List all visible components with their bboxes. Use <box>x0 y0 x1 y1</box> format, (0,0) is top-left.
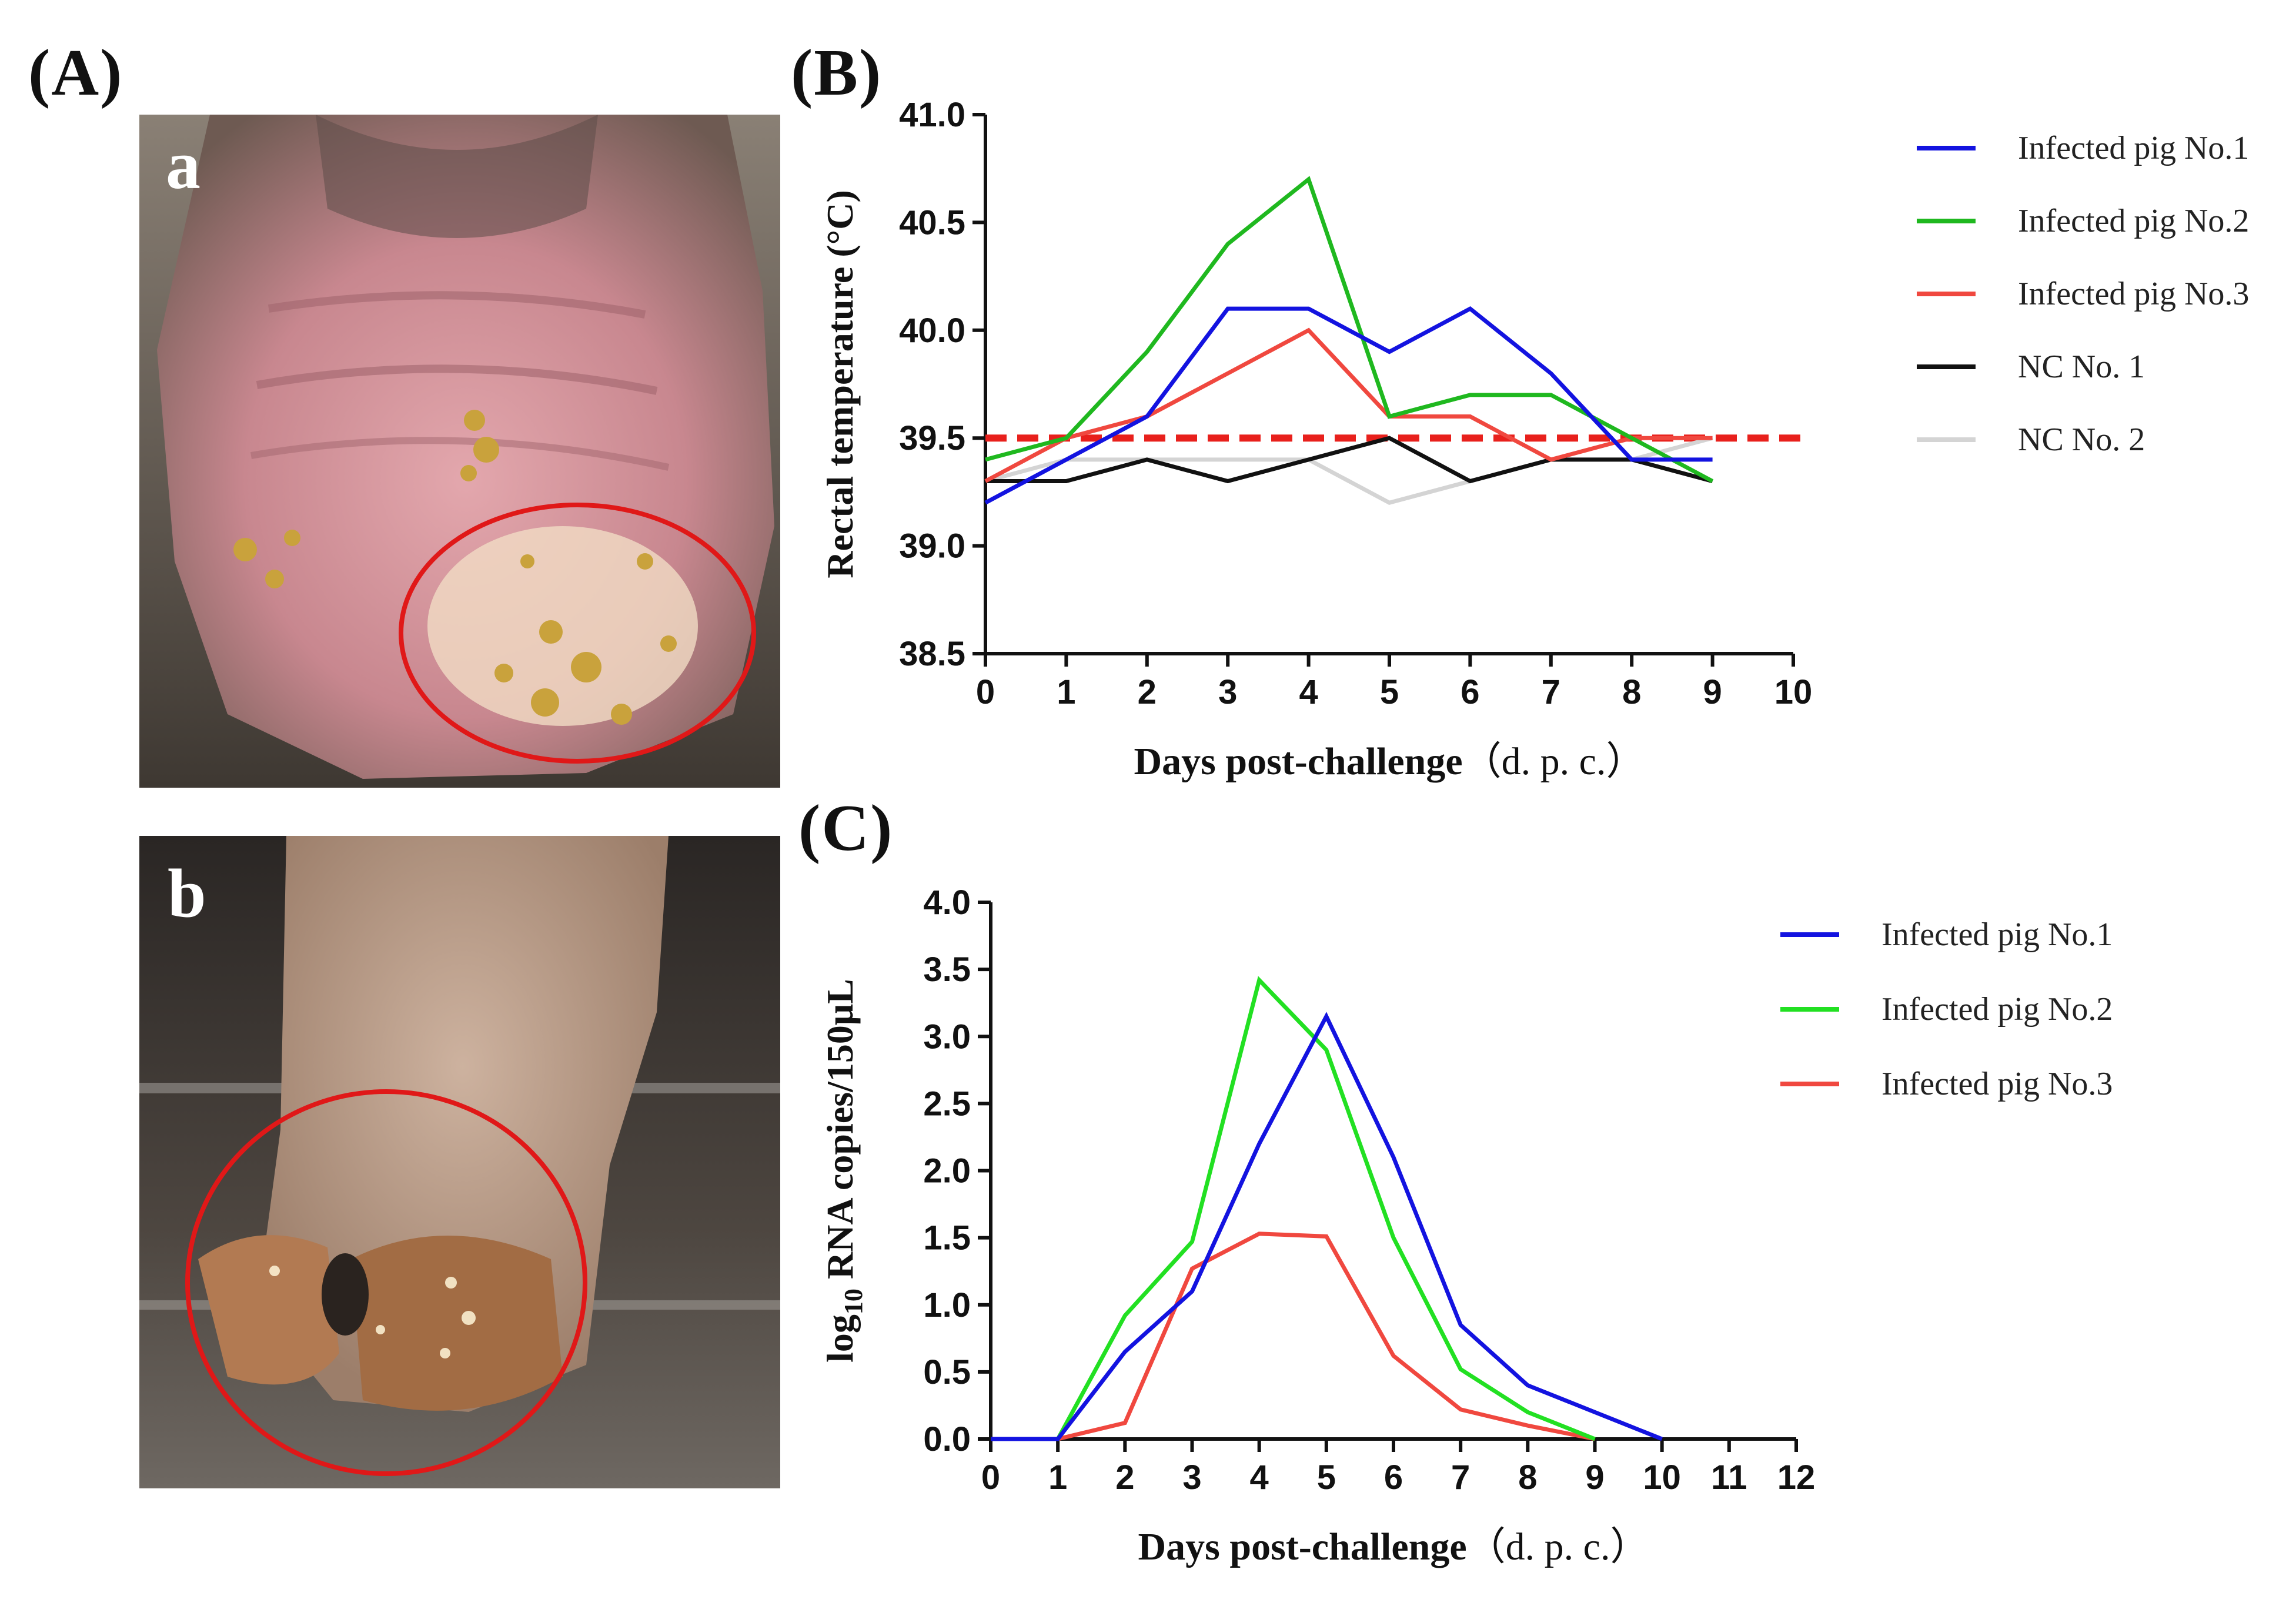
x-tick-label: 7 <box>1451 1458 1470 1497</box>
legend-label: Infected pig No.3 <box>1881 1066 2113 1102</box>
y-tick-label: 2.5 <box>923 1085 971 1123</box>
y-tick-label: 39.5 <box>899 419 965 457</box>
y-tick-label: 39.0 <box>899 527 965 565</box>
legend-swatch <box>1917 364 1976 369</box>
legend-item-pig2: Infected pig No.2 <box>1917 202 2249 240</box>
x-tick-label: 9 <box>1703 673 1722 711</box>
x-tick-label: 7 <box>1542 673 1560 711</box>
x-tick-label: 3 <box>1218 673 1237 711</box>
y-tick-label: 38.5 <box>899 635 965 673</box>
x-tick-label: 9 <box>1585 1458 1604 1497</box>
legend-label: NC No. 2 <box>2018 421 2145 458</box>
rectal-temperature-chart: 38.5 39.0 39.5 40.0 40.5 41.0 0 1 2 3 4 5 6 7 8 9 10 Days… <box>819 96 1813 783</box>
series-line-nc-no-1 <box>985 436 1713 484</box>
x-axis-label: Days post-challenge（d. p. c.） <box>1134 740 1645 783</box>
x-tick-label: 3 <box>1182 1458 1201 1497</box>
x-tick-label: 4 <box>1299 673 1318 711</box>
legend-label: Infected pig No.1 <box>2018 130 2250 166</box>
legend-swatch <box>1917 437 1976 442</box>
x-tick-label: 10 <box>1643 1458 1681 1497</box>
photo-label-a: a <box>166 126 200 203</box>
y-tick-label: 3.0 <box>923 1018 971 1056</box>
snout-photo-image <box>139 115 780 788</box>
y-tick-label: 1.5 <box>923 1219 971 1257</box>
legend-label: NC No. 1 <box>2018 349 2145 385</box>
x-tick-label: 1 <box>1057 673 1075 711</box>
y-axis-label: log10 RNA copies/150μL <box>819 979 868 1363</box>
legend-label: Infected pig No.2 <box>1881 991 2113 1028</box>
legend-label: Infected pig No.3 <box>2018 276 2250 312</box>
y-tick-label: 4.0 <box>923 884 971 922</box>
legend-item-pig3: Infected pig No.3 <box>1780 1065 2113 1103</box>
x-tick-label: 8 <box>1518 1458 1537 1497</box>
x-axis-label: Days post-challenge（d. p. c.） <box>1138 1525 1649 1568</box>
series-line-infected-pig-no-3 <box>991 1231 1596 1441</box>
legend-label: Infected pig No.2 <box>2018 203 2250 239</box>
y-tick-label: 1.0 <box>923 1286 971 1324</box>
panel-label-a: (A) <box>28 36 123 109</box>
y-tick-label: 3.5 <box>923 951 971 989</box>
legend-swatch <box>1917 292 1976 296</box>
series-line-infected-pig-no-2 <box>991 976 1596 1441</box>
x-tick-label: 0 <box>976 673 995 711</box>
x-tick-label: 5 <box>1380 673 1399 711</box>
lesion-circle-foot <box>185 1089 587 1476</box>
legend-item-nc2: NC No. 2 <box>1917 421 2145 459</box>
x-tick-label: 2 <box>1115 1458 1134 1497</box>
x-tick-label: 11 <box>1711 1458 1747 1497</box>
x-tick-label: 12 <box>1777 1458 1816 1497</box>
legend-swatch <box>1780 1082 1839 1086</box>
legend-item-pig1: Infected pig No.1 <box>1780 916 2113 953</box>
legend-swatch <box>1780 1007 1839 1012</box>
y-tick-label: 0.5 <box>923 1353 971 1391</box>
photo-foot: b <box>139 836 780 1488</box>
series-line-infected-pig-no-1 <box>991 1012 1663 1441</box>
photo-snout: a <box>139 115 780 788</box>
lesion-circle-snout <box>399 503 756 764</box>
panel-label-b: (B) <box>791 36 883 109</box>
x-tick-label: 4 <box>1250 1458 1269 1497</box>
y-tick-label: 2.0 <box>923 1152 971 1190</box>
y-tick-label: 40.0 <box>899 312 965 350</box>
legend-swatch <box>1917 219 1976 223</box>
y-tick-label: 0.0 <box>923 1420 971 1458</box>
legend-item-pig3: Infected pig No.3 <box>1917 275 2249 313</box>
x-tick-label: 1 <box>1048 1458 1067 1497</box>
legend-label: Infected pig No.1 <box>1881 916 2113 953</box>
x-tick-label: 0 <box>981 1458 1000 1497</box>
x-tick-label: 2 <box>1138 673 1157 711</box>
legend-item-nc1: NC No. 1 <box>1917 348 2145 386</box>
legend-item-pig1: Infected pig No.1 <box>1917 129 2249 167</box>
legend-item-pig2: Infected pig No.2 <box>1780 990 2113 1028</box>
x-tick-label: 8 <box>1622 673 1641 711</box>
legend-swatch <box>1780 932 1839 937</box>
series-line-infected-pig-no-3 <box>984 327 1713 483</box>
y-axis-label: Rectal temperature (°C) <box>819 190 861 578</box>
rna-copies-chart: 0.00.51.01.52.02.53.03.54.00 1 2 3 4 5 6 7 8 9 10 1… <box>819 884 1816 1568</box>
x-tick-label: 5 <box>1317 1458 1336 1497</box>
y-tick-label: 41.0 <box>899 96 965 134</box>
x-tick-label: 10 <box>1774 673 1813 711</box>
x-tick-label: 6 <box>1461 673 1479 711</box>
panel-label-c: (C) <box>798 792 894 865</box>
photo-label-b: b <box>168 855 206 932</box>
legend-swatch <box>1917 146 1976 150</box>
y-tick-label: 40.5 <box>899 203 965 242</box>
x-tick-label: 6 <box>1384 1458 1403 1497</box>
series-line-infected-pig-no-1 <box>984 306 1713 505</box>
foot-photo-image <box>139 836 780 1488</box>
